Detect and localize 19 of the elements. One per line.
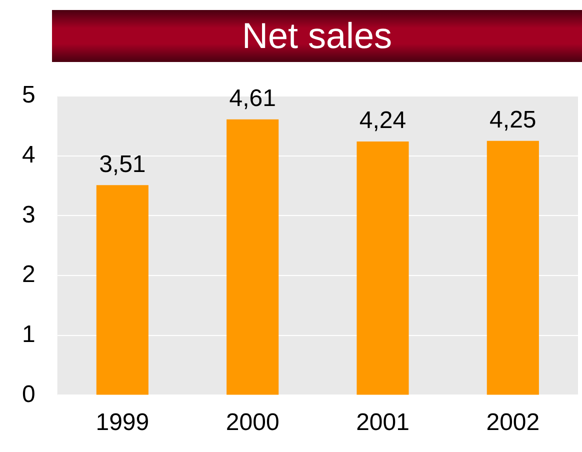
x-tick-label: 1999 xyxy=(96,409,150,436)
data-label: 4,61 xyxy=(229,84,276,112)
y-tick-label: 2 xyxy=(22,261,36,288)
bar xyxy=(226,119,279,395)
y-tick-label: 5 xyxy=(22,82,36,109)
bar xyxy=(356,141,409,395)
y-tick-label: 1 xyxy=(22,320,36,348)
x-tick-label: 2002 xyxy=(486,409,540,436)
y-tick-label: 3 xyxy=(22,201,36,228)
data-label: 3,51 xyxy=(99,150,146,178)
y-tick-label: 0 xyxy=(22,380,36,408)
y-tick-label: 4 xyxy=(22,141,36,168)
data-label: 4,24 xyxy=(359,107,406,134)
x-tick-label: 2000 xyxy=(226,409,280,436)
bar xyxy=(96,185,148,395)
bar xyxy=(486,140,539,395)
chart-title: Net sales xyxy=(242,15,392,57)
data-label: 4,25 xyxy=(490,106,536,134)
x-tick-label: 2001 xyxy=(356,409,410,436)
